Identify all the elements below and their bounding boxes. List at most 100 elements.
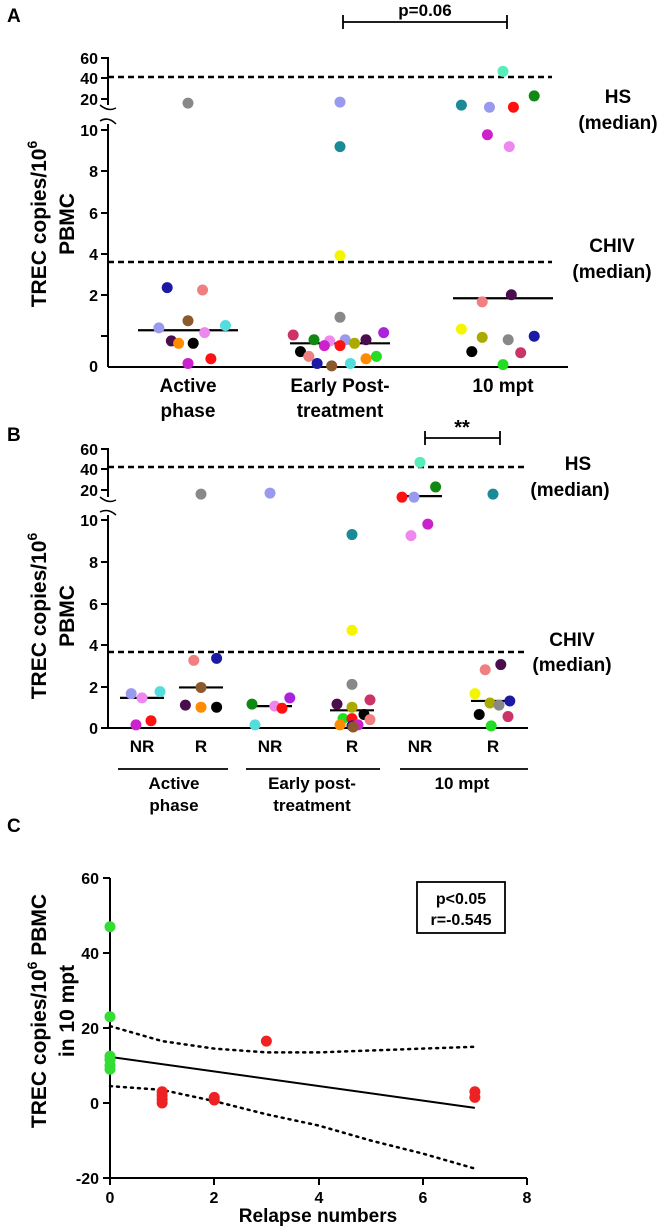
panel-a-ylabel: TREC copies/106: [24, 141, 51, 308]
panel-b-tick-20: 20: [80, 483, 98, 500]
panel-a-tick-40: 40: [80, 71, 98, 88]
panel-a-point: [455, 323, 467, 335]
panel-b-tick-2: 2: [89, 680, 98, 697]
panel-a-point: [497, 359, 509, 371]
panel-a-point: [344, 357, 356, 369]
panel-b-point: [195, 701, 207, 713]
panel-a-tick-10: 10: [80, 123, 98, 140]
panel-a-ylabel-sup: 6: [24, 141, 40, 149]
panel-a-point: [466, 346, 478, 358]
panel-b-axis-break-upper: [99, 496, 117, 503]
panel-b-group2-line1: Early post-: [268, 774, 356, 793]
panel-b: B TREC copies/106 PBMC 60 40 20: [7, 417, 612, 815]
panel-c-ylabel-in-10mpt: in 10 mpt: [56, 965, 79, 1057]
panel-a-hs-label: HS: [605, 87, 631, 108]
panel-b-tick-8: 8: [89, 555, 98, 572]
panel-b-significance: **: [424, 417, 501, 445]
panel-a-tick-0: 0: [89, 359, 98, 376]
panel-a-point: [515, 347, 527, 359]
svg-text:TREC copies/106: TREC copies/106: [24, 533, 51, 700]
panel-a-cat3-line1: 10 mpt: [472, 376, 534, 397]
panel-a-upper-ticks: 60 40 20: [80, 51, 108, 109]
panel-a-point: [182, 357, 194, 369]
panel-b-point: [493, 699, 505, 711]
panel-b-ylabel-sup: 6: [24, 533, 40, 541]
panel-c-point: [104, 1063, 116, 1075]
panel-b-sub-nr-3: NR: [408, 737, 433, 756]
panel-b-point: [249, 719, 261, 731]
panel-a-point: [161, 282, 173, 294]
panel-c-xtick-0: 0: [106, 1190, 115, 1207]
panel-a-ylabel-pbmc: PBMC: [56, 193, 79, 255]
panel-c-point: [469, 1091, 481, 1103]
panel-a-tick-20: 20: [80, 92, 98, 109]
panel-c-confidence-band: [108, 1024, 477, 1170]
panel-a-axis-break-upper: [99, 104, 117, 111]
panel-b-hs-median: (median): [530, 480, 609, 501]
panel-b-point: [195, 681, 207, 693]
panel-b-point: [469, 688, 481, 700]
panel-c-tick-0: 0: [90, 1096, 99, 1113]
panel-b-group2-line2: treatment: [273, 796, 351, 815]
panel-c-point: [260, 1035, 272, 1047]
panel-c-tick-neg20: -20: [76, 1171, 99, 1188]
panel-a-point: [182, 315, 194, 327]
panel-c-point: [104, 921, 116, 933]
panel-c-tick-40: 40: [81, 946, 99, 963]
panel-c-xtick-8: 8: [523, 1190, 532, 1207]
panel-b-point: [396, 491, 408, 503]
panel-a-tick-60: 60: [80, 51, 98, 68]
panel-b-point: [347, 721, 359, 733]
panel-b-chiv-median: (median): [532, 655, 611, 676]
panel-c-letter: C: [7, 816, 21, 837]
panel-a-point: [503, 141, 515, 153]
panel-b-point: [485, 720, 497, 732]
panel-a-lower-ticks: 10 8 6 4 2 0: [80, 123, 108, 376]
panel-a-cat1-line2: phase: [161, 401, 216, 422]
panel-b-letter: B: [7, 425, 21, 446]
panel-c-stats-box: p<0.05 r=-0.545: [416, 881, 506, 934]
panel-a-point: [481, 129, 493, 141]
panel-a-point: [360, 334, 372, 346]
panel-a-point: [308, 334, 320, 346]
panel-b-sub-nr-2: NR: [258, 737, 283, 756]
svg-text:TREC copies/106: TREC copies/106: [24, 141, 51, 308]
panel-a-point: [294, 346, 306, 358]
panel-c-ylabel-2: in 10 mpt: [56, 965, 79, 1057]
panel-a-pvalue: p=0.06: [398, 1, 451, 20]
panel-b-tick-10: 10: [80, 513, 98, 530]
panel-a-letter: A: [7, 6, 21, 27]
panel-b-point: [188, 654, 200, 666]
panel-a-point: [455, 99, 467, 111]
panel-b-hs-label: HS: [565, 454, 591, 475]
panel-b-point: [364, 714, 376, 726]
panel-b-point: [211, 652, 223, 664]
panel-a-point: [334, 311, 346, 323]
panel-b-chiv-label: CHIV: [549, 630, 595, 651]
panel-c-ylabel-pbmc: PBMC: [28, 894, 51, 962]
panel-c-xlabel: Relapse numbers: [239, 1206, 397, 1226]
panel-b-tick-40: 40: [80, 462, 98, 479]
panel-a-point: [334, 250, 346, 262]
panel-b-point: [346, 529, 358, 541]
panel-c-xtick-6: 6: [419, 1190, 428, 1207]
panel-b-point: [195, 488, 207, 500]
panel-b-sub-r-3: R: [487, 737, 499, 756]
panel-b-median-lines: [120, 495, 515, 712]
panel-a-point: [349, 337, 361, 349]
panel-b-point: [284, 692, 296, 704]
panel-b-point: [487, 488, 499, 500]
panel-c-regression-line: [109, 1055, 476, 1109]
svg-text:TREC copies/106 PBMC: TREC copies/106 PBMC: [24, 894, 51, 1128]
panel-a-cat2-line1: Early Post-: [290, 376, 389, 397]
panel-c-ylabel: TREC copies/106 PBMC: [24, 894, 51, 1128]
panel-b-point: [276, 702, 288, 714]
panel-a-cat1-line1: Active: [159, 376, 216, 397]
panel-c-point: [156, 1097, 168, 1109]
panel-a-point: [303, 350, 315, 362]
panel-c-y-ticks: 60 40 20 0 -20: [76, 871, 110, 1188]
panel-a-point: [378, 327, 390, 339]
panel-b-point: [264, 487, 276, 499]
panel-a-chiv-label: CHIV: [589, 236, 635, 257]
panel-b-point: [179, 699, 191, 711]
